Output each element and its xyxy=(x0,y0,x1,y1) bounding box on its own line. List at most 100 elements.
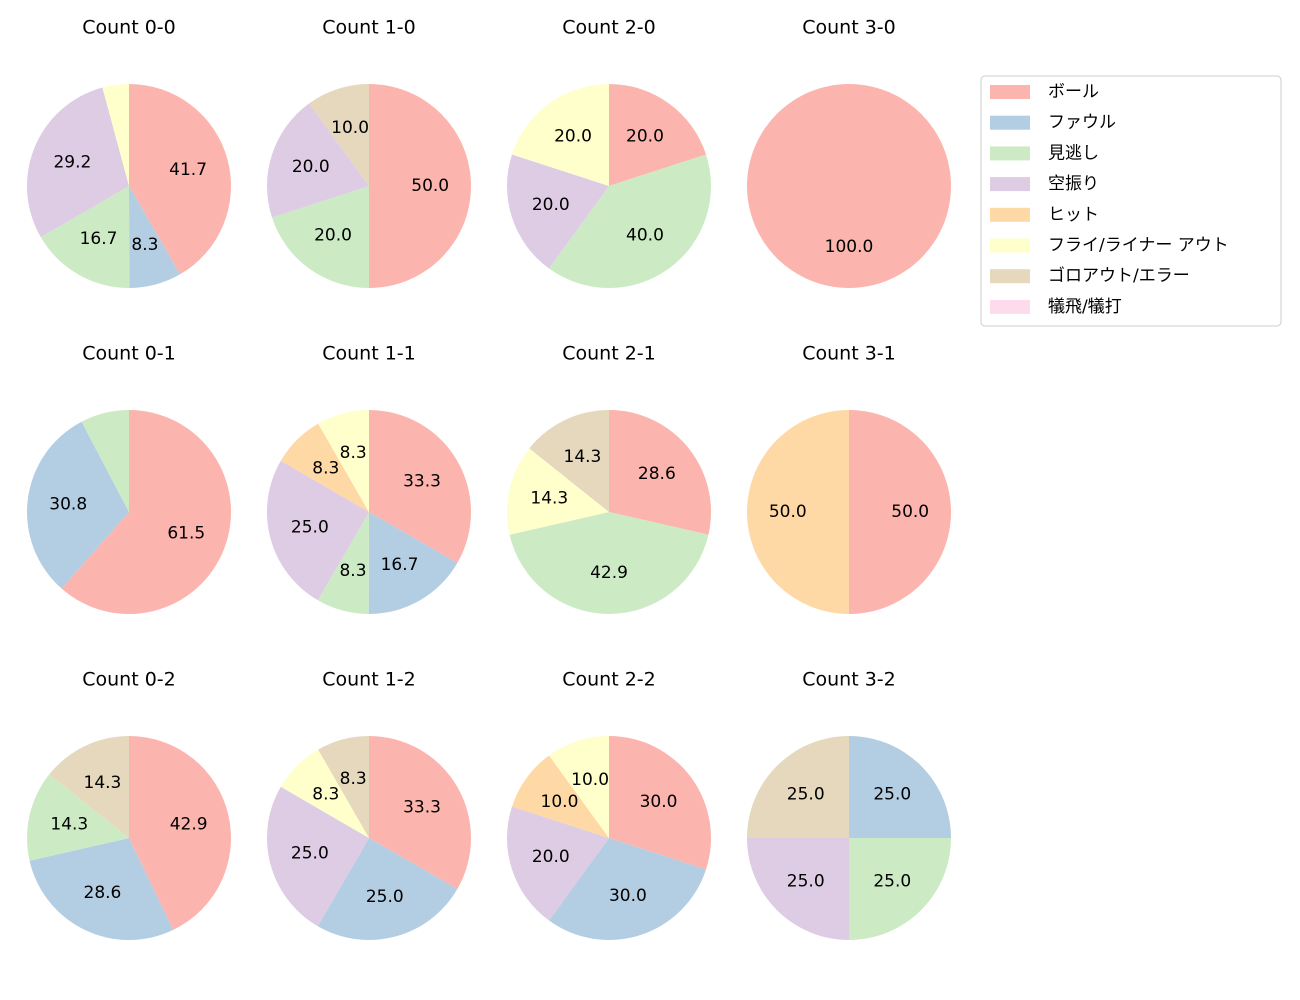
chart-title: Count 1-1 xyxy=(322,343,416,365)
data-label: 41.7 xyxy=(169,160,207,180)
chart-title: Count 0-0 xyxy=(82,17,176,39)
pie-slice xyxy=(509,512,709,614)
chart-title: Count 1-2 xyxy=(322,669,416,691)
pie-slice xyxy=(549,154,711,289)
legend-swatch xyxy=(990,85,1030,99)
pie-slice xyxy=(317,512,369,614)
data-label: 10.0 xyxy=(571,770,609,790)
pie-slice xyxy=(318,410,369,512)
data-label: 8.3 xyxy=(312,459,339,479)
legend-swatch xyxy=(990,115,1030,130)
pie-slice xyxy=(267,460,369,601)
pie-slice xyxy=(507,448,609,535)
pie-slice xyxy=(267,103,369,218)
pie-slice xyxy=(369,736,472,889)
data-label: 20.0 xyxy=(626,126,664,146)
legend-label: ファウル xyxy=(1048,113,1116,133)
data-label: 33.3 xyxy=(403,471,441,491)
pie-slice xyxy=(81,410,129,512)
data-label: 16.7 xyxy=(80,229,118,249)
data-label: 8.3 xyxy=(312,785,339,805)
data-label: 20.0 xyxy=(292,157,330,177)
pie-slice xyxy=(609,84,707,186)
pie-slice xyxy=(609,410,711,535)
data-label: 28.6 xyxy=(84,883,122,903)
pie-slice xyxy=(129,84,232,275)
data-label: 100.0 xyxy=(825,237,874,257)
legend-swatch xyxy=(990,146,1030,161)
data-label: 20.0 xyxy=(314,226,352,246)
pie-slice xyxy=(129,186,181,288)
pie-slice xyxy=(271,186,369,288)
legend-label: ゴロアウト/エラー xyxy=(1048,265,1190,286)
legend-label: 空振り xyxy=(1048,174,1099,194)
data-label: 10.0 xyxy=(541,792,579,812)
data-label: 8.3 xyxy=(340,443,367,463)
pie-slice xyxy=(317,838,458,941)
data-label: 40.0 xyxy=(626,226,664,246)
pie-slice xyxy=(369,410,471,563)
data-label: 25.0 xyxy=(787,785,825,805)
data-label: 25.0 xyxy=(787,871,825,891)
data-label: 25.0 xyxy=(366,887,404,907)
pie-slice xyxy=(129,736,232,930)
pie-slice xyxy=(609,736,711,870)
pie-slice xyxy=(40,186,130,289)
data-label: 61.5 xyxy=(167,524,205,544)
pie-slice xyxy=(549,736,609,838)
chart-title: Count 0-1 xyxy=(82,343,176,365)
pie-slice xyxy=(507,154,609,269)
chart-title: Count 2-2 xyxy=(562,669,656,691)
data-label: 14.3 xyxy=(530,488,568,508)
data-label: 25.0 xyxy=(873,871,911,891)
data-label: 42.9 xyxy=(170,814,208,834)
data-label: 8.3 xyxy=(340,769,367,789)
legend-swatch xyxy=(990,238,1030,253)
data-label: 50.0 xyxy=(891,502,929,522)
data-label: 30.8 xyxy=(49,495,87,515)
legend-box xyxy=(980,75,1282,327)
data-label: 29.2 xyxy=(53,153,91,173)
data-label: 14.3 xyxy=(564,447,602,467)
pie-slice xyxy=(507,806,609,921)
pie-slice xyxy=(368,512,458,614)
data-label: 16.7 xyxy=(381,555,419,575)
data-label: 8.3 xyxy=(339,561,366,581)
data-label: 14.3 xyxy=(50,814,88,834)
pie-slice xyxy=(511,755,609,838)
chart-title: Count 2-1 xyxy=(562,343,656,365)
data-label: 20.0 xyxy=(532,195,570,215)
chart-title: Count 3-1 xyxy=(802,343,896,365)
chart-title: Count 3-2 xyxy=(802,669,896,691)
data-label: 50.0 xyxy=(769,502,807,522)
chart-title: Count 3-0 xyxy=(802,17,896,39)
pie-slice xyxy=(747,838,849,940)
pie-slice xyxy=(549,838,707,940)
pie-slice xyxy=(318,736,369,838)
legend-swatch xyxy=(990,269,1030,284)
pie-slice xyxy=(747,84,951,288)
pie-slice xyxy=(309,84,369,186)
pie-slice xyxy=(27,774,129,861)
chart-title: Count 0-2 xyxy=(82,669,176,691)
chart-title: Count 1-0 xyxy=(322,17,416,39)
pie-slice xyxy=(529,410,609,512)
chart-title: Count 2-0 xyxy=(562,17,656,39)
pie-slice xyxy=(369,84,471,288)
legend-swatch xyxy=(990,207,1030,222)
pie-slice xyxy=(29,838,174,940)
pie-slice xyxy=(747,736,849,838)
data-label: 30.0 xyxy=(609,886,647,906)
legend-swatch xyxy=(990,299,1030,314)
pie-slice xyxy=(49,736,129,838)
data-label: 30.0 xyxy=(640,792,678,812)
data-label: 42.9 xyxy=(590,563,628,583)
data-label: 20.0 xyxy=(532,847,570,867)
legend-label: ボール xyxy=(1048,82,1099,102)
pie-slice xyxy=(280,423,369,512)
data-label: 20.0 xyxy=(554,126,592,146)
data-label: 25.0 xyxy=(291,518,329,538)
data-label: 8.3 xyxy=(131,235,158,255)
